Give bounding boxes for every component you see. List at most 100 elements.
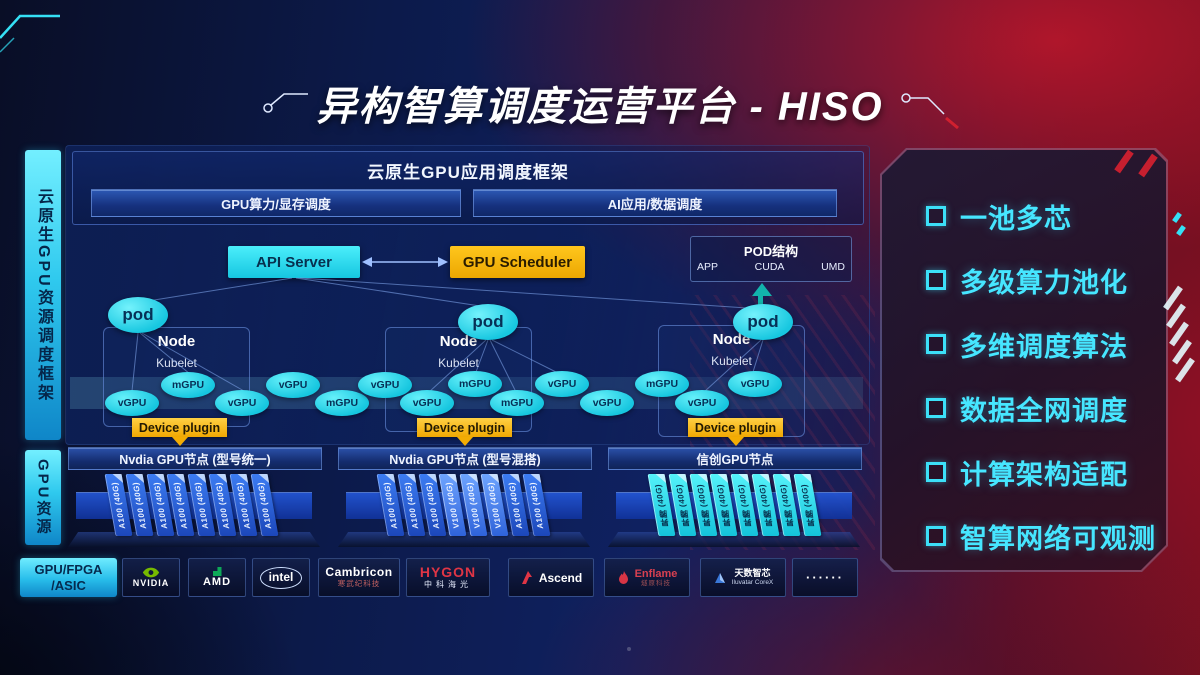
gpu-node-header-domestic: 信创GPU节点 (608, 447, 862, 470)
ascend-logo-icon (521, 571, 532, 584)
hardware-category-line2: /ASIC (51, 577, 86, 593)
feature-item: 计算架构适配 (926, 440, 1156, 504)
pod-structure-title: POD结构 (743, 244, 799, 259)
iluvatar-triangle-icon (714, 573, 725, 583)
gpu-ellipse-mgpu: mGPU (315, 390, 369, 416)
hardware-category-line1: GPU/FPGA (34, 561, 103, 577)
kubelet-label: Kubelet (156, 356, 197, 370)
gpu-ellipse-vgpu: vGPU (105, 390, 159, 416)
gpu-ellipse-vgpu: vGPU (215, 390, 269, 416)
vendor-label: NVIDIA (132, 578, 170, 589)
feature-item: 多级算力池化 (926, 248, 1156, 312)
pod-bubble: pod (108, 297, 168, 333)
vendor-label: ······ (806, 570, 844, 585)
vendor-label: Cambricon (325, 565, 393, 580)
feature-item: 一池多芯 (926, 184, 1156, 248)
vendor-box-cambricon: Cambricon 寒武纪科技 (318, 558, 400, 597)
feature-item: 智算网络可观测 (926, 504, 1156, 568)
kubelet-label: Kubelet (711, 354, 752, 368)
vendor-label: 天数智芯 (734, 567, 771, 578)
gpu-ellipse-vgpu: vGPU (266, 372, 320, 398)
gpu-ellipse-mgpu: mGPU (490, 390, 544, 416)
gpu-ellipse-vgpu: vGPU (728, 371, 782, 397)
square-bullet-icon (926, 462, 946, 482)
sidebar-framework-label: 云原生GPU资源调度框架 (25, 150, 61, 440)
feature-item: 数据全网调度 (926, 376, 1156, 440)
ai-app-data-scheduling-bar: AI应用/数据调度 (473, 189, 837, 217)
feature-label: 智算网络可观测 (960, 523, 1156, 554)
pod-bubble: pod (733, 304, 793, 340)
gpu-ellipse-vgpu: vGPU (358, 372, 412, 398)
vendor-sublabel: 寒武纪科技 (337, 579, 381, 589)
gpu-ellipse-vgpu: vGPU (400, 390, 454, 416)
gpu-node-header-mixed: Nvdia GPU节点 (型号混搭) (338, 447, 592, 470)
gpu-ellipse-vgpu: vGPU (535, 371, 589, 397)
pod-structure-arrow-stem (758, 296, 763, 307)
dot-decoration (627, 647, 631, 651)
node-label: Node (439, 333, 478, 350)
square-bullet-icon (926, 270, 946, 290)
feature-label: 数据全网调度 (960, 395, 1128, 426)
nvidia-eye-icon (142, 567, 160, 578)
gpu-node-header-uniform: Nvdia GPU节点 (型号统一) (68, 447, 322, 470)
gpu-compute-scheduling-bar: GPU算力/显存调度 (91, 189, 461, 217)
vendor-box-more: ······ (792, 558, 858, 597)
page-title: 异构智算调度运营平台 - HISO (316, 85, 884, 129)
feature-label: 多级算力池化 (960, 267, 1128, 298)
api-server-box: API Server (228, 246, 360, 278)
vendor-box-intel: intel (252, 558, 310, 597)
feature-label: 一池多芯 (960, 203, 1072, 234)
square-bullet-icon (926, 398, 946, 418)
intel-oval-logo: intel (259, 566, 303, 589)
cyan-accent-decoration (1172, 211, 1182, 224)
gpu-scheduler-box: GPU Scheduler (450, 246, 585, 278)
feature-panel: 一池多芯多级算力池化 多维调度算法 数据全网调度 计算架构适配 智算网络可观测 (880, 148, 1168, 572)
square-bullet-icon (926, 526, 946, 546)
vendor-sublabel: Iluvatar CoreX (731, 578, 774, 586)
cyan-accent-decoration (1176, 224, 1186, 237)
pod-structure-item-cuda: CUDA (754, 261, 785, 273)
vendor-label: Enflame (634, 567, 678, 580)
cloud-native-scheduling-box: 云原生GPU应用调度框架 GPU算力/显存调度 AI应用/数据调度 (72, 151, 864, 225)
device-plugin-box: Device plugin (132, 418, 227, 446)
vendor-box-ascend: Ascend (508, 558, 594, 597)
sidebar-gpu-resource-label: GPU资源 (25, 450, 61, 545)
square-bullet-icon (926, 206, 946, 226)
feature-label: 多维调度算法 (960, 331, 1128, 362)
vendor-label: HYGON (419, 563, 477, 580)
pod-structure-item-app: APP (697, 261, 719, 273)
enflame-flame-icon (618, 571, 628, 584)
square-bullet-icon (926, 334, 946, 354)
vendor-sublabel: 中科海光 (424, 580, 472, 590)
vendor-box-enflame: Enflame 燧原科技 (604, 558, 690, 597)
vendor-box-iluvatar: 天数智芯 Iluvatar CoreX (700, 558, 786, 597)
pod-structure-arrow-icon (752, 283, 772, 296)
feature-label: 计算架构适配 (960, 459, 1128, 490)
node-label: Node (157, 333, 196, 350)
gpu-ellipse-vgpu: vGPU (675, 390, 729, 416)
vendor-sublabel: 燧原科技 (640, 579, 671, 587)
kubelet-label: Kubelet (438, 356, 479, 370)
vendor-box-nvidia: NVIDIA (122, 558, 180, 597)
feature-panel-inner: 一池多芯多级算力池化 多维调度算法 数据全网调度 计算架构适配 智算网络可观测 (882, 150, 1166, 570)
device-plugin-box: Device plugin (688, 418, 783, 446)
amd-logo-icon (212, 566, 222, 576)
vendor-box-amd: AMD (188, 558, 246, 597)
vendor-label: AMD (202, 575, 232, 588)
vendor-box-hygon: HYGON 中科海光 (406, 558, 490, 597)
gpu-ellipse-vgpu: vGPU (580, 390, 634, 416)
vendor-label: Ascend (538, 570, 583, 585)
gpu-ellipse-mgpu: mGPU (161, 372, 215, 398)
feature-list: 一池多芯多级算力池化 多维调度算法 数据全网调度 计算架构适配 智算网络可观测 (926, 184, 1156, 568)
pod-structure-box: POD结构 APP CUDA UMD (690, 236, 852, 282)
gpu-ellipse-mgpu: mGPU (635, 371, 689, 397)
scheduling-framework-title: 云原生GPU应用调度框架 (367, 163, 569, 182)
pod-bubble: pod (458, 304, 518, 340)
feature-item: 多维调度算法 (926, 312, 1156, 376)
corner-circuit-decoration (0, 14, 60, 53)
hardware-category-box: GPU/FPGA /ASIC (20, 558, 117, 597)
pod-structure-item-umd: UMD (821, 261, 845, 273)
gpu-ellipse-mgpu: mGPU (448, 371, 502, 397)
device-plugin-box: Device plugin (417, 418, 512, 446)
